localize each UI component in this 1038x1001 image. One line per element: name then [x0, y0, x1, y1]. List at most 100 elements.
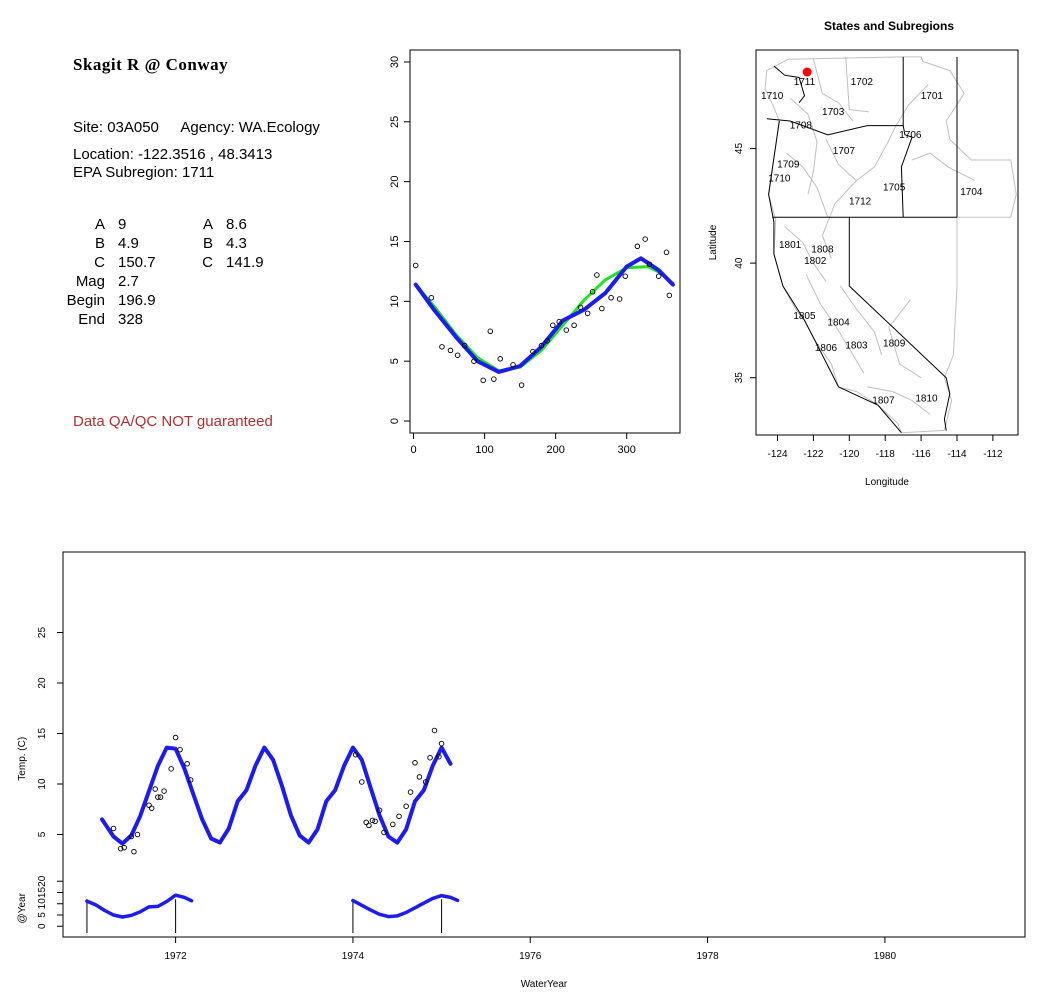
y-tick-label: 10 — [389, 295, 401, 307]
subregion-label: 1810 — [915, 393, 938, 404]
subregion-boundary — [789, 97, 818, 195]
observation-point — [616, 296, 623, 302]
subregion-boundary — [821, 180, 857, 259]
observation-point — [538, 342, 545, 349]
observation-point — [471, 358, 477, 364]
observation-point — [352, 751, 359, 758]
subregion-boundary — [839, 285, 883, 355]
observation-point — [117, 845, 124, 852]
green-fit-line — [414, 265, 675, 373]
subregion-label: 1710 — [768, 173, 791, 184]
x-tick-label: 1972 — [164, 951, 187, 962]
subregion-label: 1807 — [872, 396, 895, 407]
x-tick-label: -122 — [803, 449, 823, 460]
observation-point — [428, 295, 435, 301]
observation-point — [666, 292, 673, 299]
param-val: 2.7 — [118, 273, 139, 290]
site-id: 03A050 — [107, 119, 159, 136]
param-key2: A — [202, 216, 213, 233]
x-tick-label: -120 — [839, 449, 859, 460]
observation-point — [422, 779, 429, 785]
observation-point — [363, 819, 369, 826]
observation-point — [634, 243, 641, 250]
observation-point — [461, 342, 468, 349]
observation-point — [497, 356, 503, 362]
fit-line — [100, 745, 453, 846]
observation-point — [168, 766, 174, 772]
subregion-label: 1711 — [794, 77, 816, 88]
subregion-boundary — [805, 274, 865, 374]
x-tick-label: 300 — [618, 444, 636, 456]
y-tick-label: 45 — [734, 143, 745, 155]
state-boundary — [766, 56, 904, 136]
site-title: Skagit R @ Conway — [73, 55, 229, 74]
subregion-boundary — [888, 299, 922, 379]
subregion-label: 1804 — [827, 318, 850, 329]
subregion-label: 1705 — [883, 183, 906, 194]
observation-point — [584, 310, 591, 317]
subregion-label: 1808 — [811, 244, 834, 255]
observation-point — [577, 304, 584, 311]
subregion-map: States and Subregions -124 -122 -120 -118 -11… — [708, 19, 1019, 488]
y2-axis-label: @Year — [17, 892, 28, 923]
observation-point — [594, 272, 600, 278]
state-boundary — [768, 120, 902, 434]
observation-point — [146, 802, 152, 808]
subregion-label: 1712 — [849, 196, 872, 207]
y-tick-label: 10 — [37, 778, 48, 790]
observation-point — [372, 818, 378, 825]
param-key: B — [94, 235, 105, 252]
param-val: 150.7 — [118, 254, 156, 271]
x-tick-label: 200 — [546, 444, 564, 456]
subregion-boundary — [845, 56, 870, 113]
x-tick-label: -114 — [947, 449, 967, 460]
plot-frame — [409, 49, 681, 434]
subregion-label: 1805 — [793, 311, 816, 322]
observation-point — [366, 822, 372, 829]
subregion-label: 1704 — [960, 187, 983, 198]
observation-point — [663, 249, 670, 256]
observation-point — [110, 825, 117, 832]
param-val2: 8.6 — [226, 216, 247, 233]
subregion-label: 1801 — [779, 240, 802, 251]
y2-tick-label: 10 — [37, 898, 48, 910]
region-outline — [764, 56, 1017, 434]
state-boundary — [773, 65, 806, 104]
site-label: Site: — [73, 119, 104, 136]
observation-point — [128, 833, 135, 840]
observation-point — [407, 789, 414, 795]
observation-point — [152, 786, 158, 792]
x-axis-label: Longitude — [865, 477, 909, 488]
observation-point — [381, 829, 387, 836]
y-tick-label: 15 — [37, 728, 48, 740]
subregion-label: 1702 — [851, 77, 874, 88]
subregion-boundary — [786, 152, 829, 218]
observation-point — [412, 760, 418, 766]
subregion-label: 1703 — [822, 107, 845, 118]
observation-point — [416, 774, 423, 780]
y2-tick-label: 5 — [37, 912, 48, 918]
y-tick-label: 5 — [37, 831, 48, 837]
observation-point — [157, 794, 164, 800]
subregion-label: 1803 — [845, 341, 868, 352]
observation-point — [172, 734, 179, 741]
subregion-label: 1707 — [833, 146, 856, 157]
y-tick-label: 35 — [734, 372, 745, 384]
agency-value: WA.Ecology — [238, 119, 320, 136]
subregion-label: 1806 — [815, 343, 838, 354]
observation-point — [403, 803, 409, 809]
y-tick-label: 5 — [389, 358, 401, 364]
x-tick-label: 1978 — [696, 951, 719, 962]
x-axis-label: WaterYear — [521, 979, 568, 990]
y2-tick-label: 0 — [37, 923, 48, 929]
observation-point — [454, 352, 461, 358]
observation-point — [131, 848, 137, 855]
x-tick-label: -124 — [768, 449, 788, 460]
site-id-line: Site: 03A050 Agency: WA.Ecology — [73, 119, 320, 137]
x-tick-label: -116 — [911, 449, 931, 460]
map-title: States and Subregions — [824, 19, 954, 33]
x-tick-label: 1974 — [342, 951, 365, 962]
observation-point — [655, 273, 662, 279]
plot-frame — [62, 551, 1026, 938]
observation-point — [571, 322, 577, 329]
